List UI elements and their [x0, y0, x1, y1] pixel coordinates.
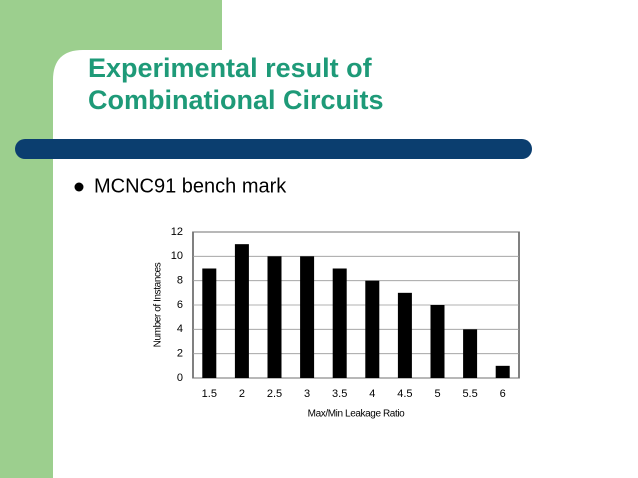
- bullet-dot: [74, 182, 84, 192]
- bar: [234, 244, 249, 378]
- y-tick-label: 6: [177, 299, 183, 311]
- bar: [202, 268, 217, 378]
- x-axis-label: Max/Min Leakage Ratio: [308, 409, 405, 420]
- bar: [495, 365, 510, 378]
- x-tick-label: 2: [239, 388, 245, 400]
- bar: [463, 329, 478, 378]
- x-tick-label: 3.5: [332, 388, 347, 400]
- x-tick-label: 4.5: [397, 388, 412, 400]
- bar: [430, 305, 445, 378]
- x-tick-label: 3: [304, 388, 310, 400]
- bullet-text: MCNC91 bench mark: [94, 175, 287, 197]
- x-tick-label: 2.5: [267, 388, 282, 400]
- bar: [267, 256, 282, 378]
- bar: [397, 292, 412, 378]
- bar: [300, 256, 315, 378]
- bar: [332, 268, 347, 378]
- y-tick-label: 12: [171, 226, 183, 238]
- x-tick-label: 1.5: [202, 388, 217, 400]
- slide-title: Experimental result of: [88, 53, 373, 83]
- y-tick-label: 8: [177, 275, 183, 287]
- divider-bar: [15, 139, 532, 159]
- slide-title: Combinational Circuits: [88, 85, 384, 115]
- y-tick-label: 0: [177, 372, 183, 384]
- y-tick-label: 10: [171, 250, 183, 262]
- content-corner: [53, 50, 222, 478]
- x-tick-label: 4: [369, 388, 375, 400]
- bar: [365, 280, 380, 378]
- green-strip: [0, 0, 53, 478]
- chart: 0 2 4 6 8 10 12 1.5 2 2.5 3 3.5 4 4.5 5 5.5 6 Max/Min Lea…: [153, 226, 520, 420]
- y-axis-label: Number of Instances: [153, 262, 164, 347]
- x-tick-label: 5.5: [462, 388, 477, 400]
- y-tick-label: 2: [177, 348, 183, 360]
- x-tick-label: 5: [434, 388, 440, 400]
- x-tick-label: 6: [500, 388, 506, 400]
- y-tick-label: 4: [177, 323, 183, 335]
